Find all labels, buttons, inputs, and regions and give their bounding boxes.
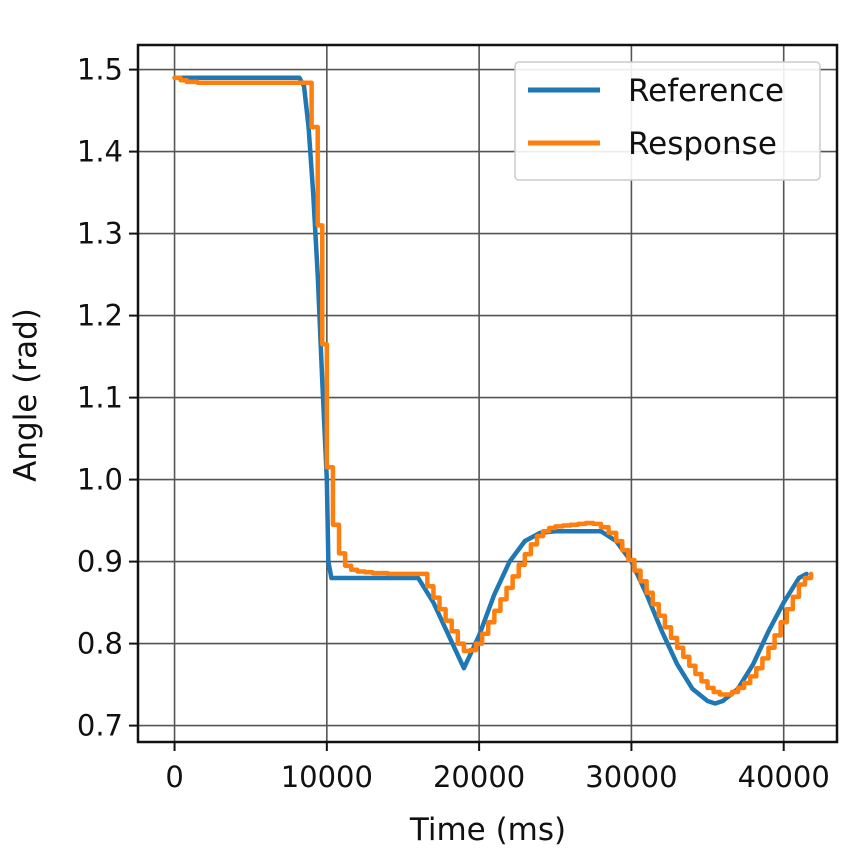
y-tick-label: 1.2 — [77, 299, 123, 333]
y-tick-label: 0.9 — [77, 545, 123, 579]
x-tick-label: 30000 — [585, 760, 677, 794]
plot-frame — [136, 43, 839, 744]
x-axis-title: Time (ms) — [409, 812, 566, 848]
x-tick-label: 10000 — [281, 760, 373, 794]
y-tick-label: 0.8 — [77, 627, 123, 661]
y-tick-label: 0.7 — [77, 709, 123, 743]
legend-label-reference: Reference — [628, 73, 784, 109]
axis-ticks: 0 10000 20000 30000 40000 0.7 0.8 0.9 1.0 1.1 1.2 1… — [77, 53, 830, 794]
y-axis-title: Angle (rad) — [8, 308, 44, 482]
x-tick-label: 20000 — [433, 760, 525, 794]
x-tick-label: 40000 — [738, 760, 830, 794]
y-tick-label: 1.4 — [77, 135, 123, 169]
y-tick-label: 1.0 — [77, 463, 123, 497]
y-tick-label: 1.5 — [77, 53, 123, 87]
series-line-response — [172, 75, 814, 697]
x-tick-label: 0 — [165, 760, 183, 794]
legend: Reference Response — [514, 61, 821, 181]
y-tick-label: 1.1 — [77, 381, 123, 415]
series-group — [172, 75, 814, 706]
y-tick-label: 1.3 — [77, 217, 123, 251]
legend-label-response: Response — [628, 126, 777, 162]
